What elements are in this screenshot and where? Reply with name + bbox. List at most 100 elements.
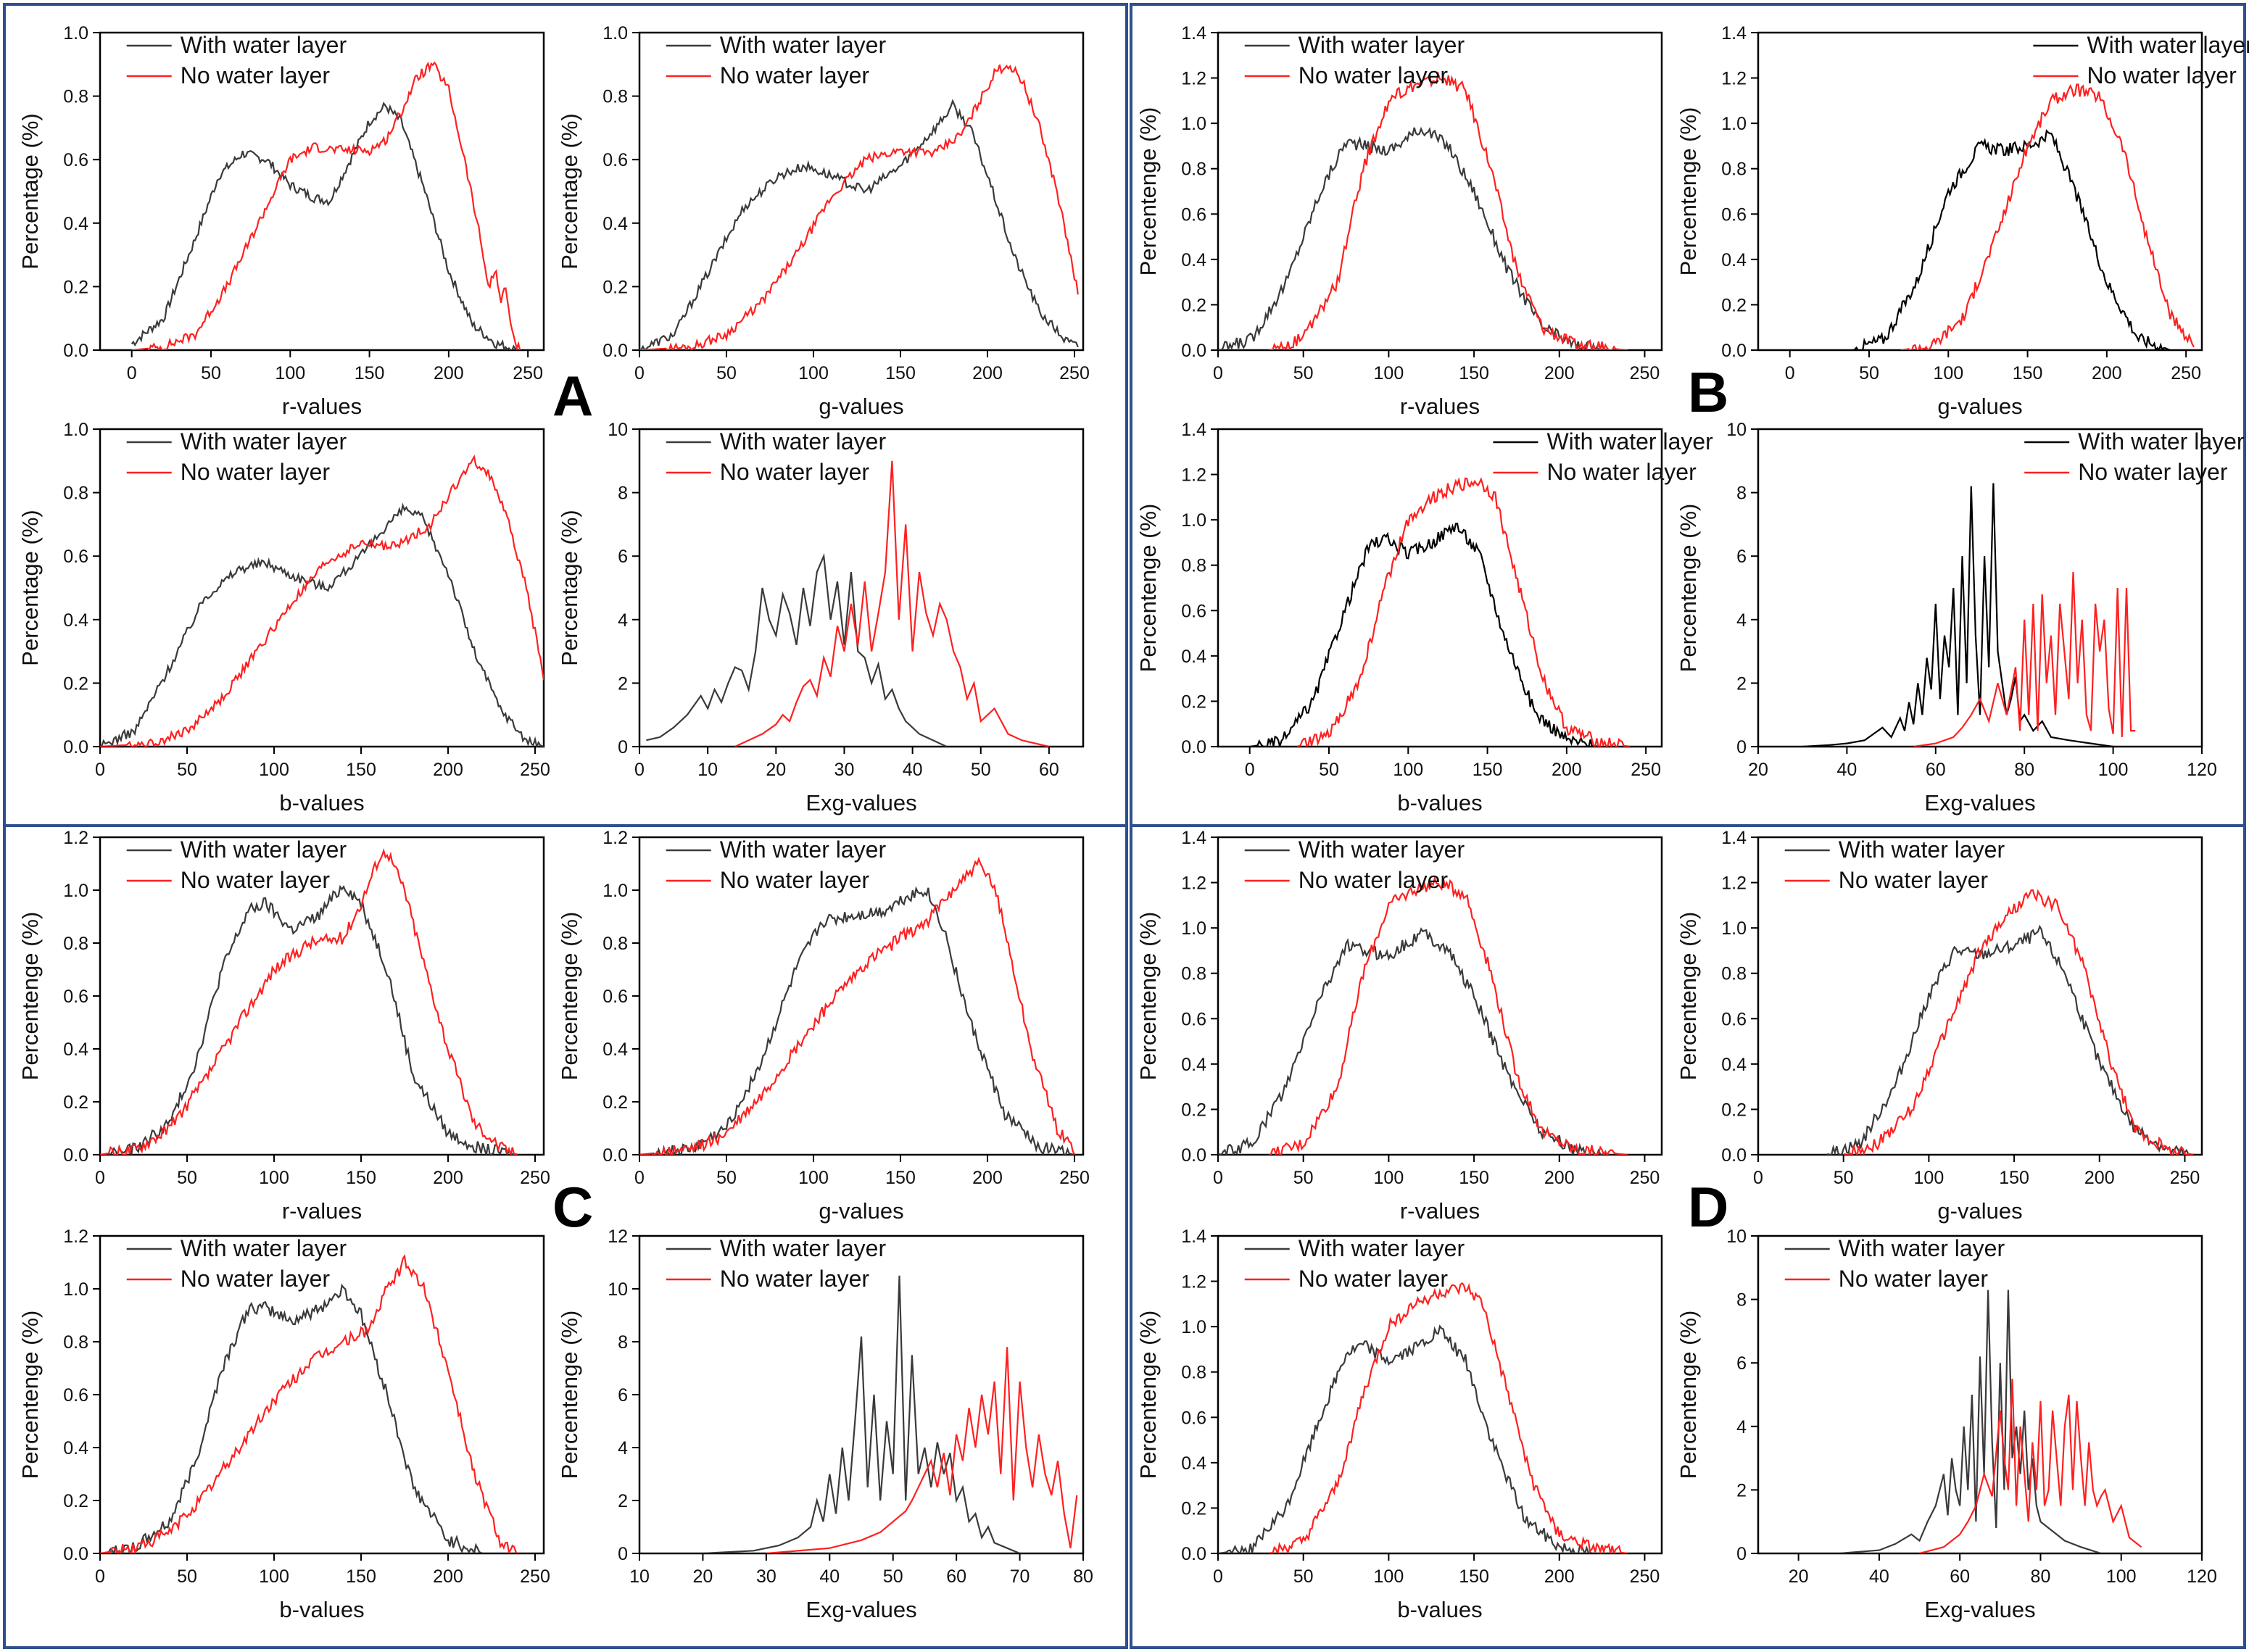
y-tick-label: 1.2 xyxy=(1181,873,1206,894)
y-tick-label: 0.6 xyxy=(1181,1408,1206,1428)
x-tick-label: 30 xyxy=(834,760,855,780)
x-tick-label: 50 xyxy=(716,1168,737,1188)
y-tick-label: 0 xyxy=(618,737,628,757)
y-axis-title: Percentenge (%) xyxy=(557,1311,582,1479)
y-tick-label: 0.6 xyxy=(63,1385,88,1406)
x-axis-title: g-values xyxy=(819,394,903,419)
series-line-with-water xyxy=(1218,1324,1594,1553)
chart-panel-a2: 0 50 100 150 200 250 0.0 0.2 0.4 0.6 0.8 1.0 g-value… xyxy=(557,23,1090,419)
x-tick-label: 120 xyxy=(2187,760,2217,780)
frame-group-d xyxy=(1130,824,2246,1649)
y-axis-title: Percentenge (%) xyxy=(1135,504,1161,673)
y-tick-label: 2 xyxy=(1736,673,1747,694)
series-line-with-water xyxy=(1802,483,2113,747)
y-tick-label: 0.0 xyxy=(602,341,628,361)
y-tick-label: 0.0 xyxy=(63,1145,88,1166)
y-tick-label: 1.0 xyxy=(1181,1317,1206,1337)
y-tick-label: 10 xyxy=(608,420,628,440)
y-tick-label: 0.0 xyxy=(1181,341,1206,361)
x-tick-label: 150 xyxy=(885,363,916,383)
x-tick-label: 250 xyxy=(520,760,550,780)
x-tick-label: 50 xyxy=(1293,1168,1314,1188)
x-tick-label: 250 xyxy=(1631,760,1661,780)
x-tick-label: 50 xyxy=(177,760,197,780)
x-tick-label: 0 xyxy=(1245,760,1255,780)
y-tick-label: 0.4 xyxy=(602,214,628,234)
y-tick-label: 4 xyxy=(1736,1417,1747,1437)
y-axis-title: Percentage (%) xyxy=(557,510,582,665)
y-tick-label: 1.0 xyxy=(602,881,628,901)
series-line-no-water xyxy=(1269,70,1628,350)
x-axis-title: Exg-values xyxy=(1924,790,2035,815)
x-tick-label: 250 xyxy=(1630,363,1660,383)
y-tick-label: 0.2 xyxy=(1721,1100,1747,1120)
chart-panel-c4: 10 20 30 40 50 60 70 80 0 2 4 6 8 10 12 Exg-values Perce… xyxy=(557,1226,1093,1622)
y-tick-label: 0.8 xyxy=(1181,1363,1206,1383)
x-tick-label: 150 xyxy=(1473,760,1503,780)
x-tick-label: 150 xyxy=(355,363,385,383)
series-line-no-water xyxy=(100,847,518,1155)
x-tick-label: 0 xyxy=(1753,1168,1763,1188)
plot-frame xyxy=(1217,31,1663,352)
x-tick-label: 60 xyxy=(946,1566,966,1587)
y-tick-label: 0.6 xyxy=(1181,204,1206,225)
y-tick-label: 1.0 xyxy=(63,881,88,901)
y-tick-label: 0.2 xyxy=(602,1092,628,1113)
x-tick-label: 250 xyxy=(520,1168,550,1188)
series-line-no-water xyxy=(639,856,1075,1155)
chart-panel-a4: 0 10 20 30 40 50 60 0 2 4 6 8 10 Exg-values Percentage… xyxy=(557,420,1085,815)
x-tick-label: 250 xyxy=(1059,363,1090,383)
y-tick-label: 0.4 xyxy=(63,1438,88,1458)
y-tick-label: 6 xyxy=(1736,1353,1747,1374)
series-line-with-water xyxy=(1218,927,1611,1155)
y-tick-label: 1.2 xyxy=(602,828,628,848)
x-tick-label: 250 xyxy=(520,1566,550,1587)
series-line-no-water xyxy=(1296,476,1631,747)
x-tick-label: 250 xyxy=(1059,1168,1090,1188)
y-tick-label: 1.4 xyxy=(1181,420,1206,440)
y-tick-label: 1.0 xyxy=(63,420,88,440)
legend-label: With water layer xyxy=(1839,1235,2005,1261)
series-line-with-water xyxy=(1249,523,1599,747)
series-line-no-water xyxy=(1900,83,2195,350)
y-tick-label: 0.0 xyxy=(1721,341,1747,361)
y-tick-label: 8 xyxy=(1736,483,1747,504)
y-axis-title: Percentenge (%) xyxy=(1135,912,1161,1081)
y-tick-label: 1.4 xyxy=(1181,23,1206,43)
x-tick-label: 20 xyxy=(766,760,786,780)
y-tick-label: 0.4 xyxy=(1181,250,1206,270)
x-tick-label: 0 xyxy=(1213,363,1223,383)
y-axis-title: Percentenge (%) xyxy=(1676,107,1701,276)
series-line-no-water xyxy=(131,61,521,350)
y-tick-label: 8 xyxy=(1736,1290,1747,1311)
x-tick-label: 200 xyxy=(434,363,464,383)
x-tick-label: 150 xyxy=(1459,1566,1489,1587)
y-tick-label: 0.4 xyxy=(1181,1055,1206,1075)
series-line-with-water xyxy=(639,99,1079,350)
y-tick-label: 0.4 xyxy=(1181,647,1206,667)
y-tick-label: 0.8 xyxy=(602,934,628,954)
y-tick-label: 0.8 xyxy=(1721,964,1747,984)
x-tick-label: 200 xyxy=(1544,1168,1575,1188)
x-tick-label: 250 xyxy=(2171,363,2201,383)
y-tick-label: 1.4 xyxy=(1721,23,1747,43)
legend-label: No water layer xyxy=(181,459,331,485)
x-tick-label: 120 xyxy=(2187,1566,2217,1587)
y-tick-label: 1.2 xyxy=(1181,1272,1206,1292)
series-line-with-water xyxy=(703,1275,1021,1553)
y-tick-label: 1.0 xyxy=(63,1279,88,1300)
series-line-no-water xyxy=(734,460,1050,747)
y-tick-label: 6 xyxy=(618,547,628,567)
legend-label: With water layer xyxy=(1299,837,1465,863)
y-tick-label: 0.0 xyxy=(1181,737,1206,757)
y-tick-label: 0.2 xyxy=(602,277,628,297)
legend-label: No water layer xyxy=(720,62,870,88)
x-tick-label: 80 xyxy=(2031,1566,2051,1587)
y-tick-label: 0 xyxy=(1736,1544,1747,1564)
y-axis-title: Percentenge (%) xyxy=(17,1311,43,1479)
y-tick-label: 1.4 xyxy=(1721,828,1747,848)
legend-label: No water layer xyxy=(720,867,870,893)
legend-label: No water layer xyxy=(2078,459,2228,485)
legend-label: No water layer xyxy=(1546,459,1697,485)
